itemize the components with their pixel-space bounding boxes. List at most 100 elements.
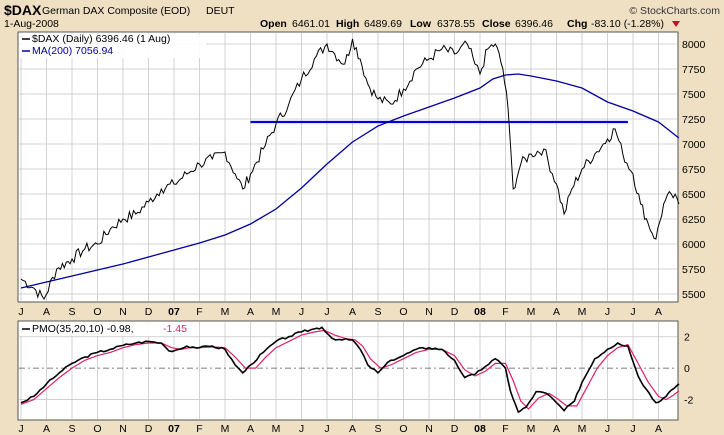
- pmo-legend: PMO(35,20,10) -0.98,: [32, 323, 134, 335]
- price-panel: [17, 31, 679, 303]
- month-tick-label: A: [43, 306, 50, 318]
- exchange-label: DEUT: [206, 5, 235, 17]
- month-tick-label: O: [399, 306, 407, 318]
- price-tick-label: 7750: [682, 64, 706, 76]
- month-tick-label: S: [68, 423, 75, 435]
- month-tick-label: D: [451, 306, 459, 318]
- pmo-line: [20, 326, 680, 414]
- month-tick-label: S: [374, 306, 381, 318]
- month-tick-label: A: [247, 306, 254, 318]
- month-tick-label: O: [93, 306, 101, 318]
- low-label: Low: [410, 18, 432, 30]
- month-tick-label: F: [502, 306, 508, 318]
- month-tick-label: M: [527, 423, 536, 435]
- month-tick-label: J: [605, 423, 610, 435]
- pmo-axis: -2 0 2: [684, 332, 693, 407]
- month-tick-label: J: [18, 306, 23, 318]
- month-tick-label: A: [43, 423, 50, 435]
- month-tick-label: A: [349, 423, 356, 435]
- month-tick-label: 07: [168, 423, 180, 435]
- pmo-legend-box: [20, 322, 180, 336]
- high-value: 6489.69: [364, 18, 402, 30]
- pmo-grid: [19, 322, 677, 419]
- month-tick-label: M: [578, 423, 587, 435]
- price-tick-label: 7000: [682, 139, 706, 151]
- open-label: Open: [260, 18, 287, 30]
- month-tick-label: J: [299, 423, 304, 435]
- price-tick-label: 7500: [682, 89, 706, 101]
- month-tick-label: D: [145, 423, 153, 435]
- month-tick-label: A: [553, 423, 560, 435]
- symbol-label: $DAX: [4, 2, 42, 18]
- price-tick-label: 6000: [682, 239, 706, 251]
- security-name: German DAX Composite (EOD): [42, 5, 190, 17]
- month-axis-top: J A S O N D 07 F M A M J J A S O N D 08 F M A M J J A: [18, 306, 662, 318]
- price-axis: 5500 5750 6000 6250 6500 6750 7000 7250 7500 7750…: [682, 39, 706, 301]
- month-tick-label: M: [221, 306, 230, 318]
- chg-value: -83.10 (-1.28%): [591, 18, 664, 30]
- close-value: 6396.46: [515, 18, 553, 30]
- high-label: High: [336, 18, 359, 30]
- month-tick-label: M: [578, 306, 587, 318]
- price-legend-box: [20, 34, 206, 58]
- price-tick-label: 5500: [682, 289, 706, 301]
- month-axis-bottom: J A S O N D 07 F M A M J J A S O N D 08 F M A M J J A: [18, 423, 662, 435]
- month-tick-label: N: [119, 306, 127, 318]
- pmo-tick-label: 0: [684, 363, 690, 375]
- pmo-tick-label: 2: [684, 332, 690, 344]
- month-tick-label: N: [425, 423, 433, 435]
- month-tick-label: F: [196, 423, 202, 435]
- month-tick-label: J: [324, 423, 329, 435]
- month-tick-label: A: [349, 306, 356, 318]
- month-tick-label: O: [399, 423, 407, 435]
- month-tick-label: N: [425, 306, 433, 318]
- ma200-line: [20, 73, 680, 289]
- brand-label: © StockCharts.com: [629, 5, 720, 17]
- month-tick-label: J: [605, 306, 610, 318]
- month-tick-label: S: [68, 306, 75, 318]
- chg-label: Chg: [567, 18, 587, 30]
- month-tick-label: F: [196, 306, 202, 318]
- close-label: Close: [482, 18, 511, 30]
- low-value: 6378.55: [437, 18, 475, 30]
- month-tick-label: D: [145, 306, 153, 318]
- price-legend: $DAX (Daily) 6396.46 (1 Aug): [32, 33, 170, 45]
- month-tick-label: J: [324, 306, 329, 318]
- ma-legend: MA(200) 7056.94: [32, 45, 113, 57]
- month-tick-label: A: [247, 423, 254, 435]
- month-tick-label: D: [451, 423, 459, 435]
- pmo-signal-line: [20, 329, 680, 410]
- month-tick-label: M: [527, 306, 536, 318]
- dax-price-line: [20, 38, 680, 300]
- month-tick-label: J: [299, 306, 304, 318]
- month-tick-label: A: [553, 306, 560, 318]
- down-arrow-icon: [672, 21, 680, 27]
- month-tick-label: A: [655, 423, 662, 435]
- price-tick-label: 7250: [682, 114, 706, 126]
- price-tick-label: 6500: [682, 189, 706, 201]
- month-tick-label: M: [272, 423, 281, 435]
- month-tick-label: J: [630, 306, 635, 318]
- month-tick-label: N: [119, 423, 127, 435]
- pmo-signal-legend: -1.45: [163, 323, 187, 335]
- price-tick-label: 6750: [682, 164, 706, 176]
- month-tick-label: J: [18, 423, 23, 435]
- month-tick-label: J: [630, 423, 635, 435]
- open-value: 6461.01: [292, 18, 330, 30]
- month-tick-label: M: [272, 306, 281, 318]
- month-tick-label: 07: [168, 306, 180, 318]
- month-tick-label: 08: [474, 306, 486, 318]
- price-tick-label: 6250: [682, 214, 706, 226]
- price-tick-label: 8000: [682, 39, 706, 51]
- month-tick-label: F: [502, 423, 508, 435]
- date-label: 1-Aug-2008: [4, 18, 59, 30]
- month-tick-label: S: [374, 423, 381, 435]
- month-tick-label: O: [93, 423, 101, 435]
- price-tick-label: 5750: [682, 264, 706, 276]
- month-tick-label: 08: [474, 423, 486, 435]
- month-tick-label: M: [221, 423, 230, 435]
- month-tick-label: A: [655, 306, 662, 318]
- pmo-tick-label: -2: [684, 395, 693, 407]
